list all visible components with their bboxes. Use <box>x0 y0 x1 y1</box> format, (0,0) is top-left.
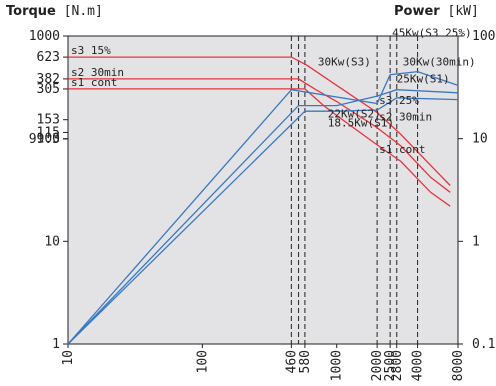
plot-area <box>68 36 458 344</box>
torque-tick-label: 623 <box>37 50 60 65</box>
plot-frame <box>67 35 459 345</box>
torque-tick-label: 1000 <box>29 29 60 44</box>
series-line-s2-30min <box>68 78 451 193</box>
x-tick-label: 2500 <box>383 350 398 381</box>
x-tick-label: 2000 <box>370 350 385 381</box>
x-tick-label: 1000 <box>330 350 345 381</box>
power-tick-label: 10 <box>472 132 488 147</box>
series-line-s2 <box>67 89 459 345</box>
x-tick-label: 4000 <box>411 350 426 381</box>
annotation-label: 22Kw(S2) <box>328 108 381 121</box>
torque-axis-title: Torque [N.m] <box>6 4 103 19</box>
annotation-label: s2 30min <box>71 66 124 79</box>
annotation-label: s1 cont <box>71 76 117 89</box>
series-line-s3-15- <box>68 56 451 186</box>
annotation-label: 45Kw(S3 25%) <box>392 27 471 40</box>
annotation-label: 25Kw(S1) <box>397 72 450 85</box>
annotation-label: s1 cont <box>379 143 425 156</box>
power-axis-title: Power [kW] <box>394 4 479 19</box>
torque-tick-label: 305 <box>37 82 60 97</box>
series-line-s3 <box>67 70 459 345</box>
torque-tick-label: 10 <box>44 234 60 249</box>
torque-tick-label: 1 <box>52 337 60 352</box>
series-line-s1-cont <box>68 88 451 207</box>
torque-tick-label: 382 <box>37 72 60 87</box>
power-tick-label: 100 <box>472 29 495 44</box>
annotation-label: s3 15% <box>71 44 111 57</box>
annotation-label: 18.5Kw(S1) <box>328 116 394 129</box>
series-line-s1 <box>67 97 459 345</box>
torque-tick-label: 115 <box>37 125 60 140</box>
x-tick-label: 10 <box>61 350 76 366</box>
annotation-label: s2 30min <box>379 111 432 124</box>
torque-tick-label: 99.3 <box>29 132 60 147</box>
annotation-label: 30Kw(30min) <box>403 56 476 69</box>
annotation-label: 30Kw(S3) <box>318 56 371 69</box>
power-tick-label: 0.1 <box>472 337 495 352</box>
torque-tick-label: 100 <box>37 132 60 147</box>
x-tick-label: 8000 <box>451 350 466 381</box>
annotation-label: s3 25% <box>379 94 419 107</box>
x-tick-label: 100 <box>195 350 210 373</box>
x-tick-label: 580 <box>298 350 313 373</box>
x-tick-label: 460 <box>284 350 299 373</box>
torque-tick-label: 153 <box>37 113 60 128</box>
x-tick-label: 2800 <box>390 350 405 381</box>
power-tick-label: 1 <box>472 234 480 249</box>
